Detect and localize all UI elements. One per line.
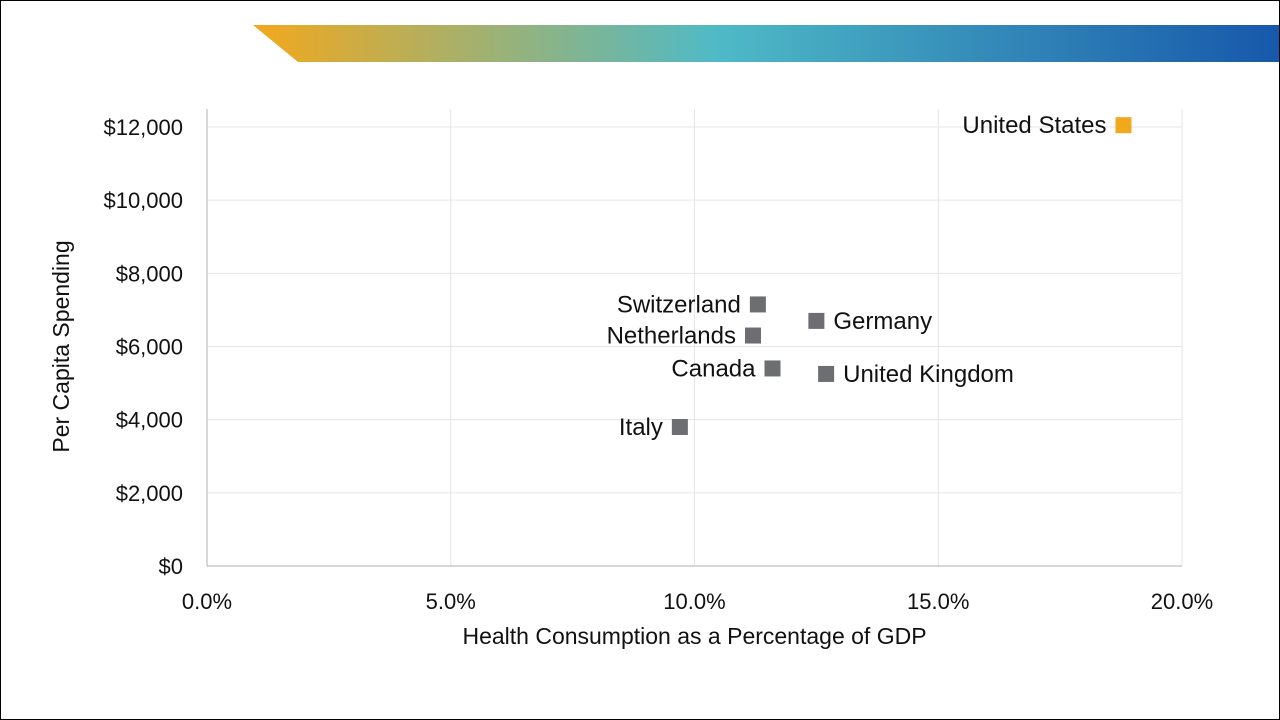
x-tick-label: 15.0% (907, 589, 969, 614)
x-tick-label: 5.0% (426, 589, 476, 614)
data-point-label: United Kingdom (843, 361, 1014, 388)
y-tick-label: $2,000 (116, 481, 183, 506)
data-point-label: Switzerland (617, 291, 741, 318)
data-point-marker (808, 312, 825, 329)
y-tick-label: $4,000 (116, 408, 183, 433)
y-axis-title: Per Capita Spending (48, 240, 74, 452)
data-point-label: Netherlands (607, 323, 736, 350)
data-points: United States Switzerland Germany Netherlan… (607, 112, 1132, 441)
data-point-label: Italy (619, 414, 663, 441)
axes (206, 109, 1182, 567)
x-tick-label: 0.0% (182, 589, 232, 614)
y-tick-label: $8,000 (116, 261, 183, 286)
x-tick-label: 10.0% (663, 589, 725, 614)
data-point-marker (749, 296, 766, 313)
grid-lines (207, 109, 1183, 566)
x-axis-title: Health Consumption as a Percentage of GD… (462, 623, 926, 649)
y-tick-label: $10,000 (103, 188, 183, 213)
tick-labels: $0 $2,000 $4,000 $6,000 $8,000 $10,000 $12,000… (103, 115, 1213, 614)
header-gradient-banner (253, 25, 1279, 62)
data-point-label: Canada (671, 355, 756, 382)
data-point-marker (1115, 117, 1132, 134)
y-tick-label: $0 (159, 554, 183, 579)
y-tick-label: $12,000 (103, 115, 183, 140)
data-point-marker (745, 327, 761, 344)
data-point-label: United States (962, 112, 1106, 139)
data-point-marker (764, 360, 781, 377)
data-point-marker (671, 418, 688, 435)
data-point-label: Germany (833, 308, 932, 335)
data-point-marker (818, 365, 835, 382)
y-tick-label: $6,000 (116, 335, 183, 360)
x-tick-label: 20.0% (1151, 589, 1213, 614)
